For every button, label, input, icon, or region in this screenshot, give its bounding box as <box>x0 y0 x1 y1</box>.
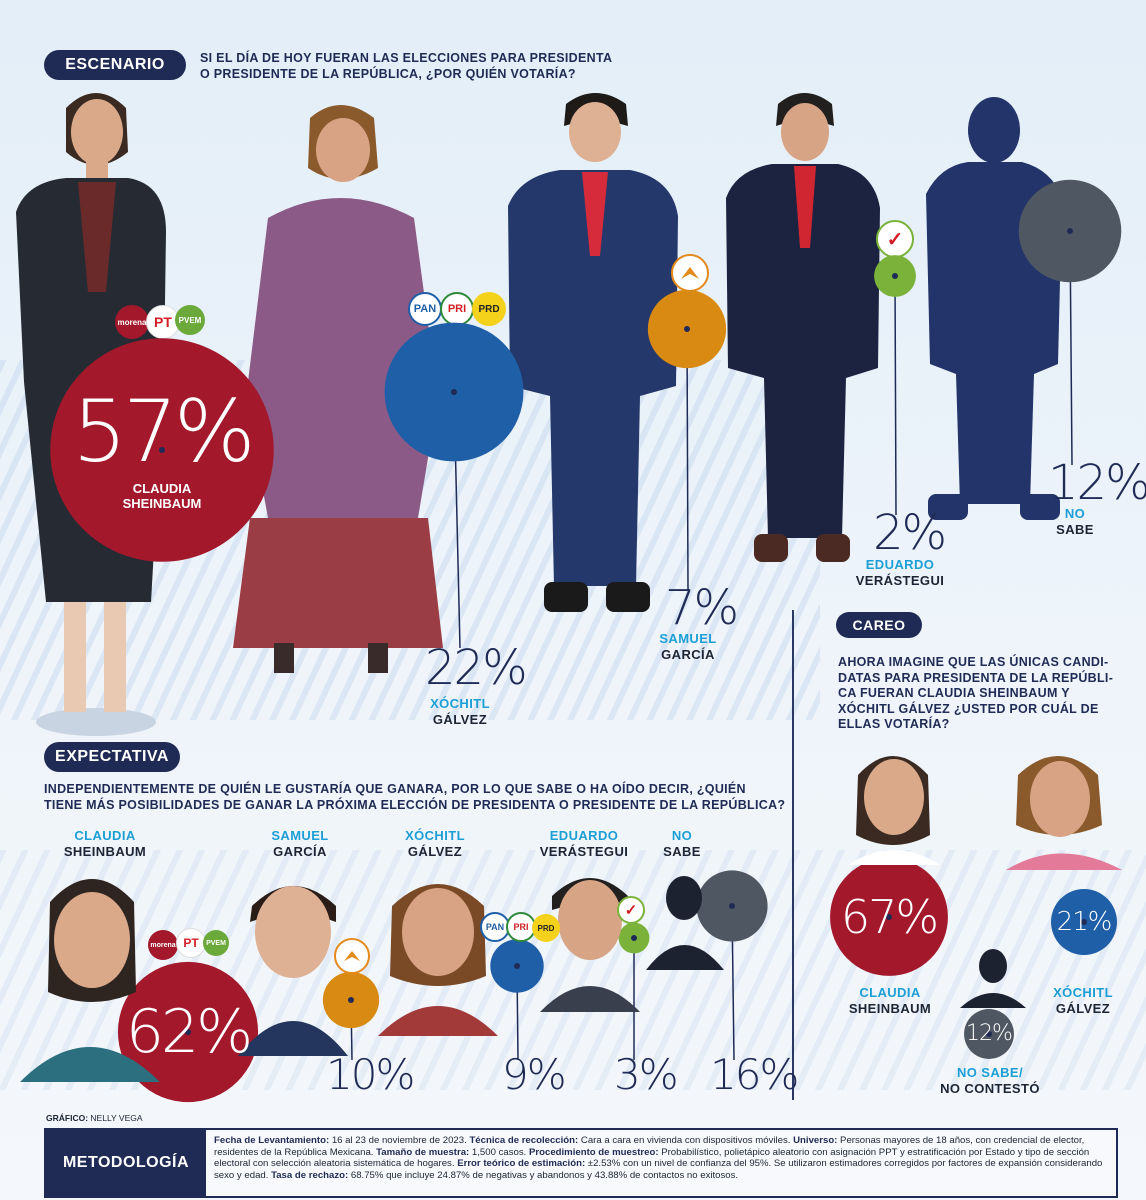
candidate-photo-eduardo <box>726 93 880 562</box>
morena-logo: morena <box>148 930 178 960</box>
bubble-center-dot <box>451 389 457 395</box>
prd-logo: PRD <box>532 914 560 942</box>
candidate-caption: SAMUEL GARCÍA <box>271 828 329 859</box>
section-label-escenario: ESCENARIO <box>44 50 186 80</box>
candidate-caption: NO SABE <box>663 828 701 859</box>
expectativa-photo-claudia <box>20 879 160 1082</box>
bubble-center-dot <box>684 326 690 332</box>
candidate-caption: NO SABE <box>1056 506 1094 537</box>
prd-logo: PRD <box>472 292 506 326</box>
bubble-leader-line <box>894 275 897 516</box>
pct-label: 12% <box>1048 455 1146 511</box>
bubble-leader-line <box>686 328 689 591</box>
bubble-label-expectativa-claudia: 62% <box>125 997 253 1067</box>
bubble-label-careo-nosabe: 12% <box>966 1021 1013 1046</box>
pri-logo: PRI <box>440 292 474 326</box>
pt-logo: PT <box>176 928 206 958</box>
pct-label: 2% <box>873 505 947 561</box>
bubble-center-dot <box>1081 919 1087 925</box>
bubble-center-dot <box>986 1031 992 1037</box>
candidate-caption: XÓCHITL GÁLVEZ <box>405 828 465 859</box>
pvem-logo: PVEM <box>175 305 205 335</box>
candidate-photo-samuel <box>508 93 678 612</box>
candidate-caption: NO SABE/NO CONTESTÓ <box>940 1065 1040 1096</box>
bubble-center-dot <box>886 914 892 920</box>
graphic-credit: GRÁFICO: NELLY VEGA <box>46 1113 143 1123</box>
morena-logo: morena <box>115 305 149 339</box>
pct-label: 7% <box>665 580 739 636</box>
bubble-center-dot <box>631 935 637 941</box>
candidate-caption: XÓCHITL GÁLVEZ <box>1053 985 1113 1016</box>
section-label-expectativa: EXPECTATIVA <box>44 742 180 772</box>
independent-checkmark-logo: ✓ <box>617 896 645 924</box>
expectativa-question: INDEPENDIENTEMENTE DE QUIÉN LE GUSTARÍA … <box>44 782 786 812</box>
bubble-center-dot <box>185 1029 191 1035</box>
pct-label: 3% <box>614 1050 679 1099</box>
mc-logo <box>334 938 370 974</box>
methodology-text: Fecha de Levantamiento: 16 al 23 de novi… <box>214 1135 1103 1181</box>
bubble-center-dot <box>729 903 735 909</box>
candidate-caption: SAMUEL GARCÍA <box>659 631 717 662</box>
bubble-label-careo-xochitl: 21% <box>1056 907 1113 937</box>
candidate-caption: XÓCHITL GÁLVEZ <box>430 696 490 727</box>
methodology-box: METODOLOGÍA Fecha de Levantamiento: 16 a… <box>44 1128 1118 1198</box>
expectativa-silhouette-nosabe <box>646 876 724 970</box>
careo-photo-claudia <box>848 756 940 865</box>
bubble-center-dot <box>159 447 165 453</box>
candidate-caption: EDUARDO VERÁSTEGUI <box>539 828 629 859</box>
pri-logo: PRI <box>506 912 536 942</box>
bubble-label-careo-claudia: 67% <box>840 890 939 944</box>
bubble-label-claudia: 57% CLAUDIA SHEINBAUM <box>72 382 255 511</box>
pct-label: 22% <box>425 640 528 696</box>
candidate-caption: EDUARDO VERÁSTEGUI <box>855 557 945 588</box>
expectativa-photo-samuel <box>238 886 348 1056</box>
pvem-logo: PVEM <box>203 930 229 956</box>
escenario-question: SI EL DÍA DE HOY FUERAN LAS ELECCIONES P… <box>200 51 613 81</box>
section-label-careo: CAREO <box>836 612 922 638</box>
careo-question: AHORA IMAGINE QUE LAS ÚNICAS CANDI- DATA… <box>838 655 1114 731</box>
pan-logo: PAN <box>480 912 510 942</box>
bubble-center-dot <box>1067 228 1073 234</box>
bubble-center-dot <box>348 997 354 1003</box>
section-divider <box>792 610 794 1100</box>
pct-label: 9% <box>502 1050 567 1099</box>
pct-label: 16% <box>710 1050 799 1099</box>
pan-logo: PAN <box>408 292 442 326</box>
candidate-caption: CLAUDIA SHEINBAUM <box>848 985 932 1016</box>
bubble-center-dot <box>514 963 520 969</box>
careo-photo-xochitl <box>1006 756 1122 870</box>
careo-silhouette-nosabe <box>960 949 1026 1008</box>
mc-logo <box>671 254 709 292</box>
candidate-photo-xochitl <box>233 105 443 673</box>
expectativa-photo-eduardo <box>540 878 640 1012</box>
expectativa-photo-xochitl <box>378 884 498 1036</box>
methodology-label: METODOLOGÍA <box>46 1130 206 1196</box>
pct-label: 10% <box>326 1050 415 1099</box>
bubble-center-dot <box>892 273 898 279</box>
candidate-caption: CLAUDIA SHEINBAUM <box>63 828 147 859</box>
